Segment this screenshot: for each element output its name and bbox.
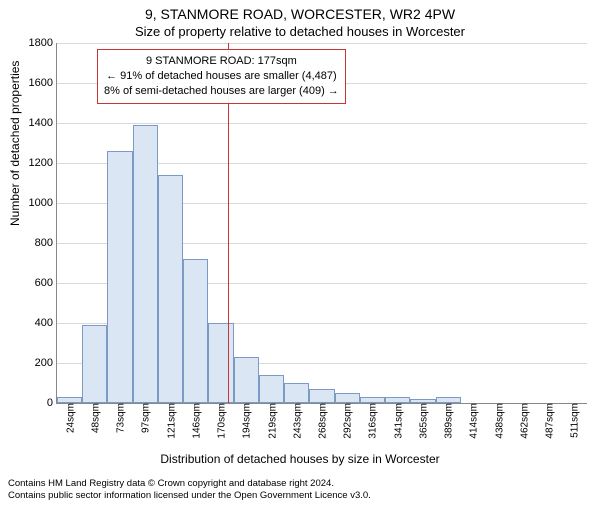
annotation-line-2: ← 91% of detached houses are smaller (4,…: [104, 69, 339, 84]
x-tick-label: 462sqm: [517, 403, 530, 439]
x-tick-label: 414sqm: [467, 403, 480, 439]
y-tick-label: 1200: [29, 157, 57, 169]
y-tick-label: 0: [47, 397, 57, 409]
histogram-bar: [82, 325, 107, 403]
histogram-bar: [284, 383, 309, 403]
x-tick-label: 194sqm: [240, 403, 253, 439]
x-tick-label: 97sqm: [139, 403, 152, 433]
attribution-line-2: Contains public sector information licen…: [8, 490, 592, 502]
histogram-bar: [158, 175, 183, 403]
y-tick-label: 1800: [29, 37, 57, 49]
y-tick-label: 1000: [29, 197, 57, 209]
y-tick-label: 1400: [29, 117, 57, 129]
y-tick-label: 200: [35, 357, 57, 369]
x-tick-label: 511sqm: [568, 403, 581, 438]
histogram-chart: 02004006008001000120014001600180024sqm48…: [56, 43, 587, 404]
x-tick-label: 24sqm: [63, 403, 76, 433]
x-tick-label: 389sqm: [442, 403, 455, 439]
annotation-line-3: 8% of semi-detached houses are larger (4…: [104, 84, 339, 99]
attribution: Contains HM Land Registry data © Crown c…: [8, 478, 592, 502]
gridline: [57, 43, 587, 44]
x-tick-label: 292sqm: [341, 403, 354, 439]
histogram-bar: [208, 323, 233, 403]
x-tick-label: 219sqm: [265, 403, 278, 439]
histogram-bar: [133, 125, 158, 403]
gridline: [57, 123, 587, 124]
histogram-bar: [335, 393, 360, 403]
x-tick-label: 365sqm: [416, 403, 429, 439]
x-tick-label: 268sqm: [316, 403, 329, 439]
page-title: 9, STANMORE ROAD, WORCESTER, WR2 4PW: [0, 6, 600, 22]
x-tick-label: 243sqm: [290, 403, 303, 439]
histogram-bar: [309, 389, 334, 403]
annotation-line-1: 9 STANMORE ROAD: 177sqm: [104, 54, 339, 69]
y-tick-label: 600: [35, 277, 57, 289]
x-tick-label: 487sqm: [543, 403, 556, 439]
x-tick-label: 146sqm: [189, 403, 202, 439]
y-tick-label: 1600: [29, 77, 57, 89]
y-axis-label: Number of detached properties: [8, 61, 22, 226]
annotation-box: 9 STANMORE ROAD: 177sqm← 91% of detached…: [97, 49, 346, 104]
attribution-line-1: Contains HM Land Registry data © Crown c…: [8, 478, 592, 490]
x-tick-label: 438sqm: [492, 403, 505, 439]
x-tick-label: 121sqm: [164, 403, 177, 439]
x-tick-label: 170sqm: [215, 403, 228, 439]
histogram-bar: [107, 151, 132, 403]
y-tick-label: 800: [35, 237, 57, 249]
histogram-bar: [234, 357, 259, 403]
x-axis-label: Distribution of detached houses by size …: [0, 452, 600, 466]
histogram-bar: [259, 375, 284, 403]
x-tick-label: 341sqm: [391, 403, 404, 439]
x-tick-label: 48sqm: [88, 403, 101, 433]
x-tick-label: 316sqm: [366, 403, 379, 439]
page-subtitle: Size of property relative to detached ho…: [0, 24, 600, 39]
histogram-bar: [183, 259, 208, 403]
y-tick-label: 400: [35, 317, 57, 329]
x-tick-label: 73sqm: [114, 403, 127, 433]
